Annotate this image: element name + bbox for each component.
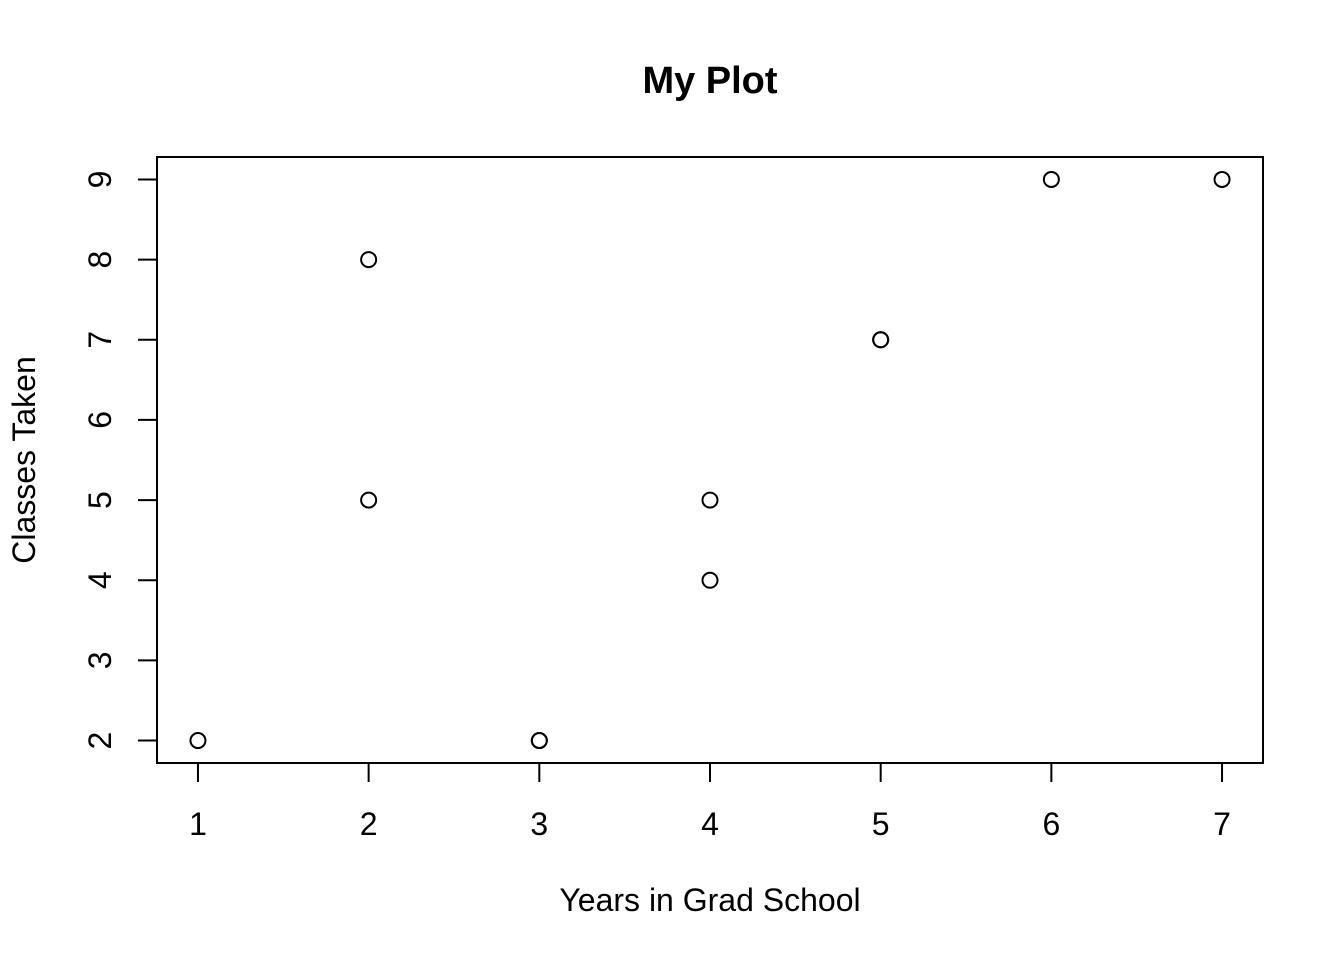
chart-title: My Plot [642,60,777,102]
data-points [189,170,1231,750]
data-point [530,732,548,750]
y-tick-label: 7 [82,331,118,349]
data-point [360,491,378,509]
x-tick-label: 5 [872,806,890,842]
data-point [872,331,890,349]
y-tick-label: 4 [82,571,118,589]
x-tick-label: 4 [701,806,719,842]
y-tick-label: 2 [82,732,118,750]
data-point [189,732,207,750]
x-tick-label: 1 [189,806,207,842]
x-tick-label: 2 [360,806,378,842]
y-axis: 2 3 4 5 6 7 8 9 [82,171,158,750]
y-tick-label: 9 [82,171,118,189]
y-tick-label: 8 [82,251,118,269]
x-axis-label: Years in Grad School [559,882,860,918]
y-tick-label: 5 [82,491,118,509]
y-axis-label: Classes Taken [6,356,42,564]
y-tick-label: 3 [82,651,118,669]
plot-frame [156,156,1264,764]
x-tick-label: 6 [1042,806,1060,842]
data-point [1042,170,1060,188]
x-tick-label: 3 [530,806,548,842]
y-tick-label: 6 [82,411,118,429]
x-tick-label: 7 [1213,806,1231,842]
data-point [701,491,719,509]
data-point [701,571,719,589]
data-point [360,251,378,269]
x-axis: 1 2 3 4 5 6 7 [189,762,1231,842]
data-point [1213,170,1231,188]
